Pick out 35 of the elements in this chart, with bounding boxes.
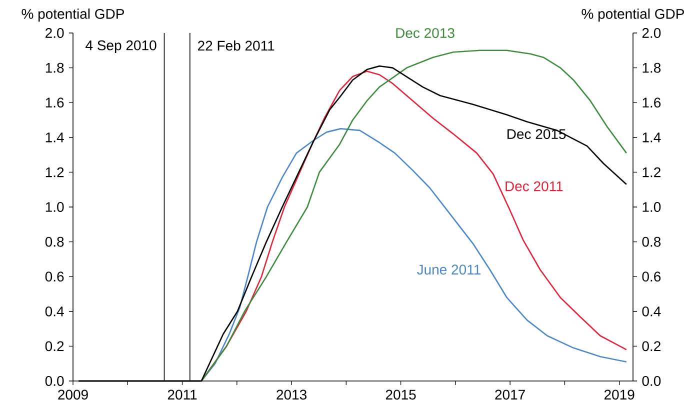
ref-line-label: 22 Feb 2011 bbox=[198, 40, 274, 51]
y2-tick-label: 1.2 bbox=[642, 167, 660, 178]
y2-tick-label: 1.6 bbox=[642, 98, 661, 108]
y-tick-label: 0.8 bbox=[45, 236, 64, 247]
y-tick-label: 2.0 bbox=[46, 28, 64, 38]
x-tick-label: 2019 bbox=[604, 390, 634, 400]
y2-tick-label: 1.0 bbox=[642, 202, 661, 212]
series-label: June 2011 bbox=[417, 264, 480, 275]
y2-tick-label: 0.2 bbox=[642, 341, 660, 352]
series-label: Dec 2011 bbox=[506, 181, 563, 192]
y2-tick-label: 1.8 bbox=[642, 62, 661, 73]
y-tick-label: 1.4 bbox=[46, 132, 64, 142]
x-tick-label: 2009 bbox=[58, 390, 88, 400]
y-tick-label: 0.0 bbox=[45, 376, 64, 386]
y-tick-label: 0.4 bbox=[45, 306, 64, 316]
y-axis-title: % potential GDP bbox=[22, 8, 124, 22]
series-label: Dec 2013 bbox=[396, 28, 454, 38]
y-tick-label: 1.8 bbox=[46, 62, 64, 73]
y-tick-label: 1.6 bbox=[46, 98, 64, 108]
y2-tick-label: 2.0 bbox=[642, 28, 661, 38]
y-tick-label: 1.0 bbox=[46, 202, 64, 212]
x-tick-label: 2017 bbox=[495, 390, 525, 400]
y2-tick-label: 0.6 bbox=[642, 272, 661, 282]
y-tick-label: 0.2 bbox=[45, 341, 64, 352]
x-tick-label: 2015 bbox=[386, 390, 416, 400]
y2-tick-label: 0.8 bbox=[642, 236, 661, 247]
y-tick-label: 1.2 bbox=[46, 167, 64, 178]
y2-tick-label: 0.4 bbox=[642, 306, 661, 316]
y2-axis-title: % potential GDP bbox=[582, 8, 684, 22]
y2-tick-label: 0.0 bbox=[642, 376, 661, 386]
ref-line-label: 4 Sep 2010 bbox=[86, 40, 156, 54]
x-tick-label: 2011 bbox=[168, 390, 197, 400]
y2-tick-label: 1.4 bbox=[642, 132, 661, 142]
x-tick-label: 2013 bbox=[276, 390, 306, 400]
y-tick-label: 0.6 bbox=[45, 272, 64, 282]
